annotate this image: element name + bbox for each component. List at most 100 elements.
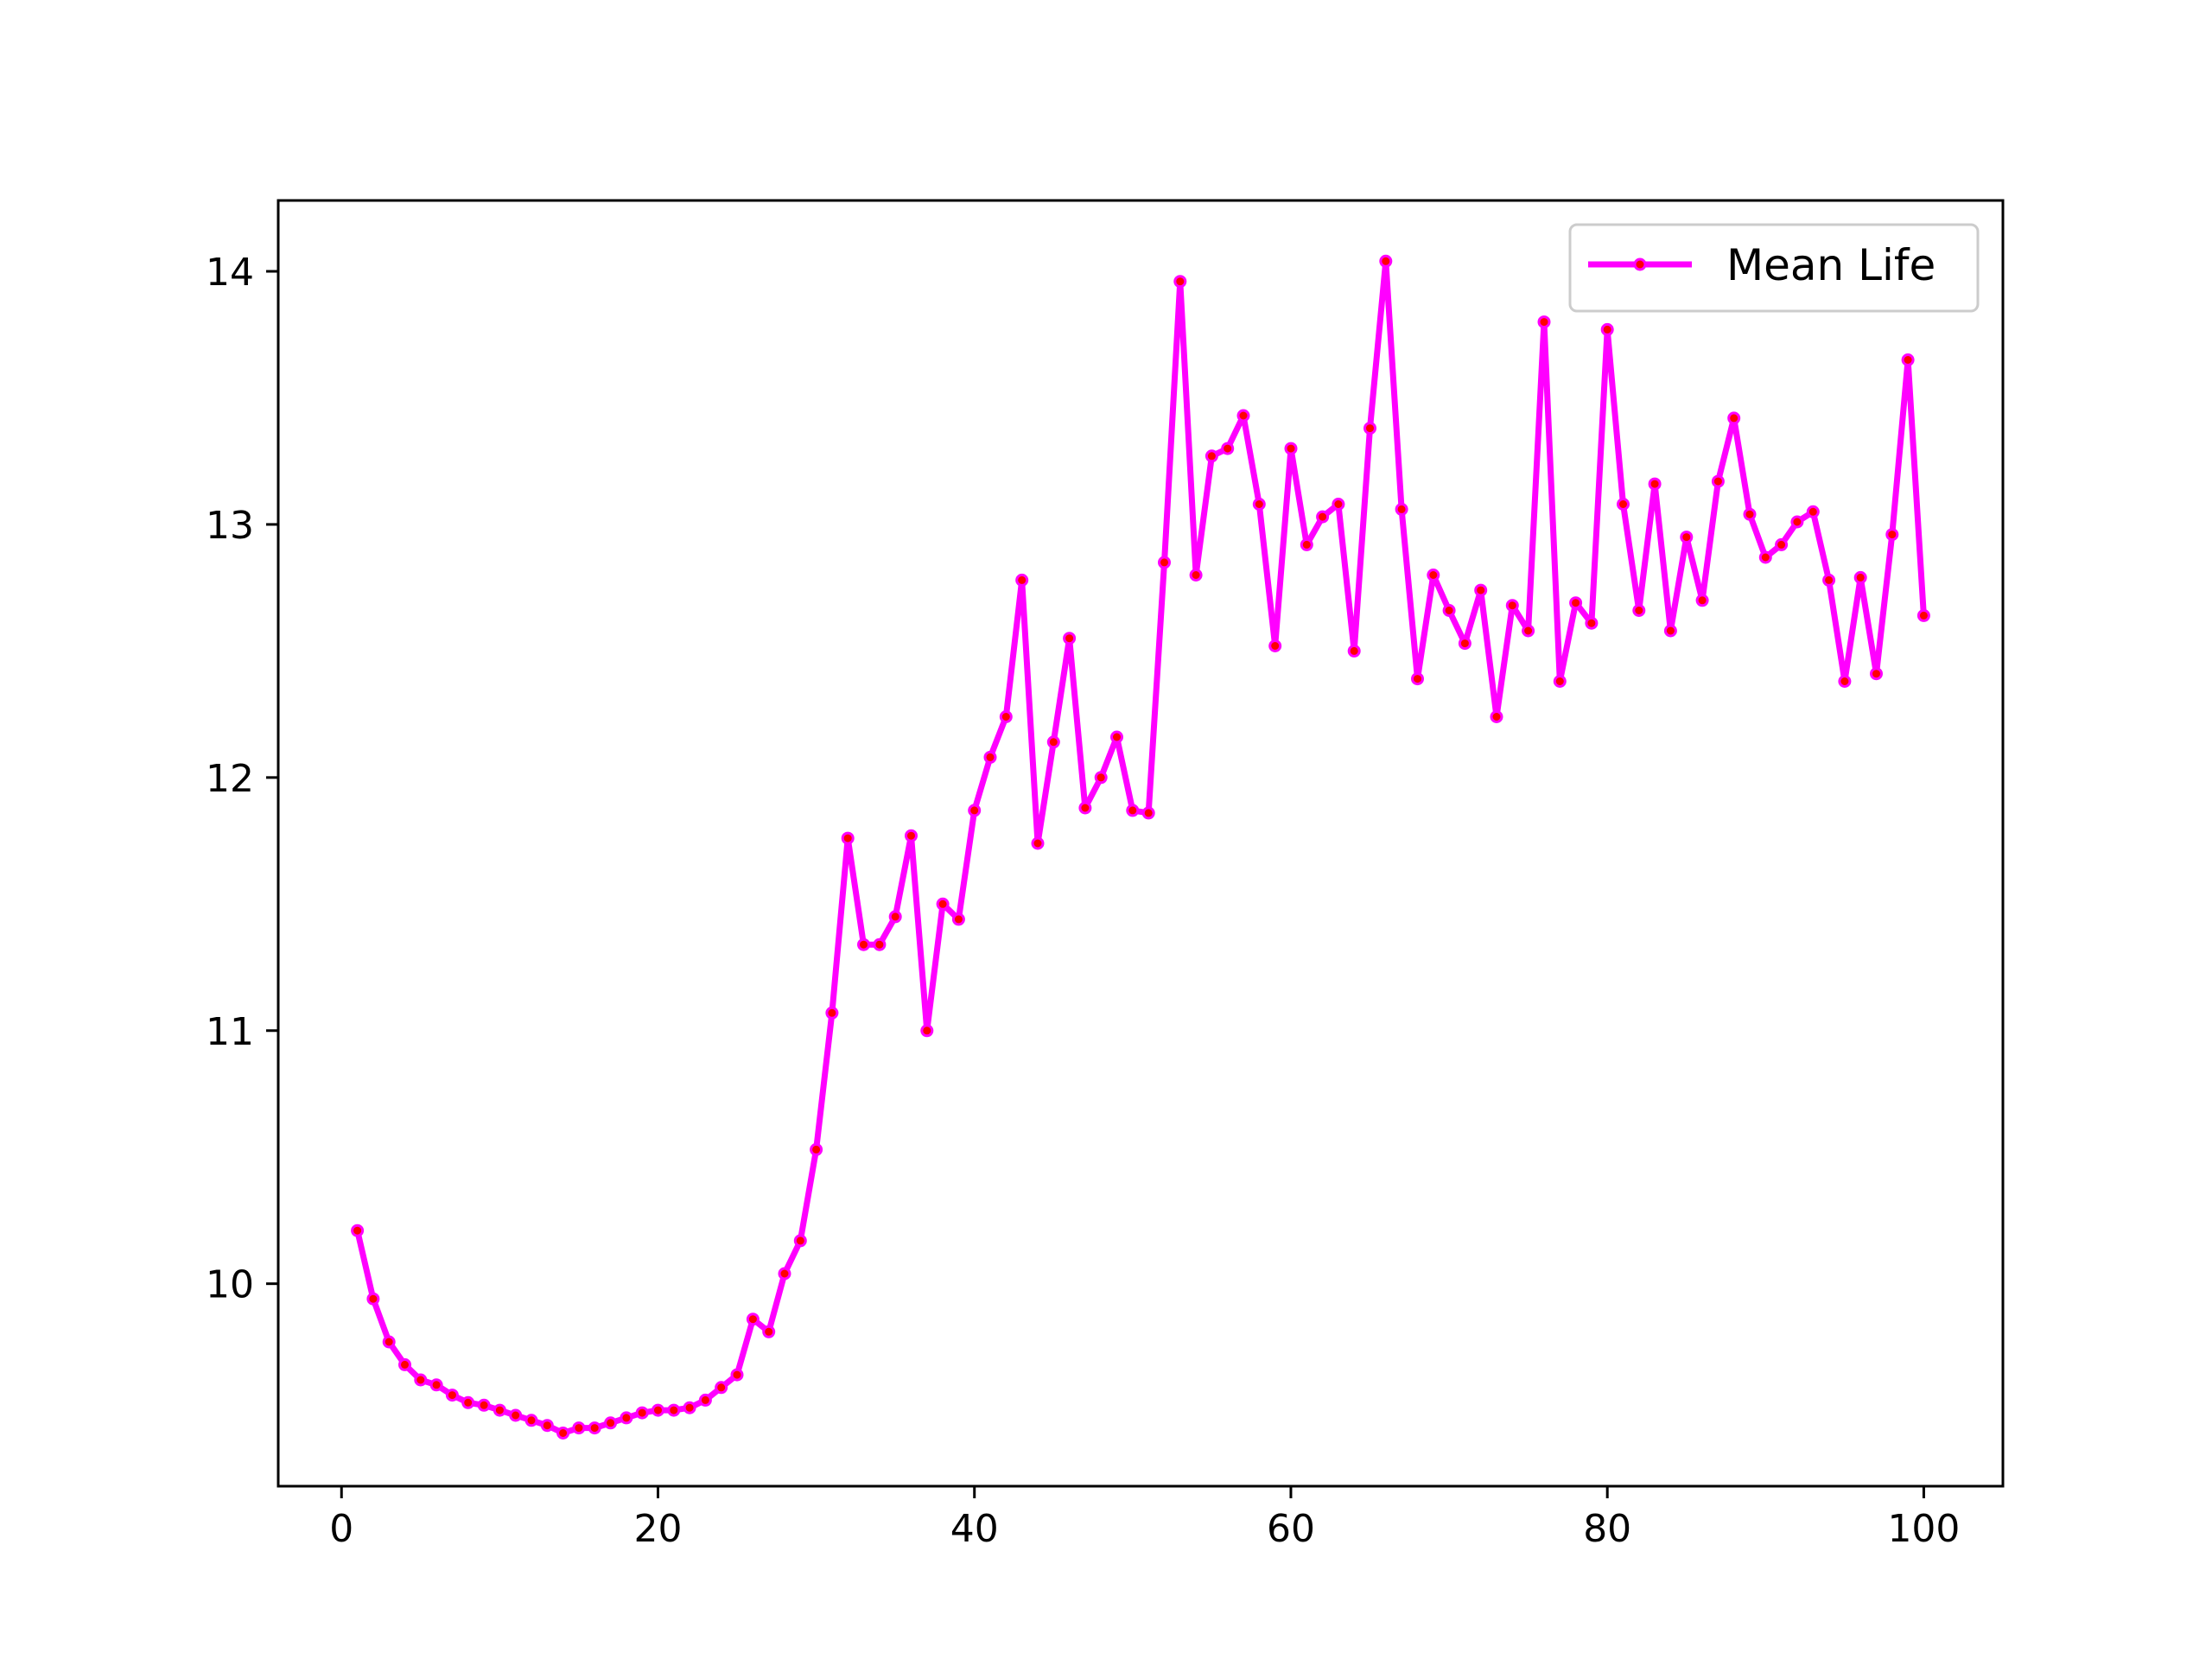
data-point	[524, 1414, 538, 1427]
data-point	[1885, 528, 1899, 542]
data-point	[1411, 672, 1424, 686]
data-point	[1126, 804, 1140, 817]
data-point	[825, 1006, 839, 1020]
data-point	[1537, 315, 1551, 329]
x-tick-label: 100	[1887, 1507, 1960, 1551]
data-point	[1490, 710, 1503, 723]
data-point	[1569, 596, 1583, 610]
data-point	[398, 1357, 411, 1371]
data-point	[445, 1389, 459, 1402]
data-point	[1252, 498, 1266, 511]
data-point	[652, 1403, 664, 1417]
data-point	[1617, 498, 1630, 511]
data-point	[1284, 442, 1298, 455]
data-point	[1427, 569, 1440, 582]
data-point	[429, 1378, 443, 1392]
data-point	[1790, 515, 1804, 529]
data-point	[1078, 801, 1092, 815]
data-point	[1158, 556, 1171, 569]
data-point	[841, 831, 855, 845]
data-point	[888, 910, 902, 924]
data-point	[983, 750, 997, 764]
data-point	[715, 1381, 728, 1395]
data-point	[635, 1406, 649, 1420]
data-point	[1363, 422, 1376, 435]
data-point	[1332, 498, 1345, 511]
data-point	[1585, 616, 1599, 630]
data-point	[920, 1024, 934, 1038]
data-point	[1316, 510, 1330, 524]
data-point	[461, 1395, 475, 1409]
x-tick-label: 20	[633, 1507, 682, 1551]
data-point	[1648, 477, 1662, 491]
data-point	[1775, 537, 1789, 551]
data-point	[1822, 573, 1836, 587]
y-tick-label: 10	[206, 1263, 254, 1307]
data-point	[730, 1368, 744, 1382]
data-point	[1031, 836, 1045, 850]
data-point	[873, 938, 887, 951]
data-point	[1870, 667, 1883, 681]
data-point	[1015, 573, 1029, 587]
data-point	[1268, 639, 1282, 652]
data-point	[667, 1403, 681, 1417]
data-point	[1442, 604, 1456, 617]
data-point	[951, 912, 965, 926]
data-point	[1474, 583, 1488, 597]
data-point	[1046, 735, 1060, 749]
data-point	[588, 1421, 601, 1435]
data-point	[1663, 624, 1677, 638]
data-point	[477, 1398, 491, 1412]
data-point	[1395, 502, 1408, 516]
data-point	[351, 1224, 365, 1237]
data-point	[746, 1313, 760, 1326]
data-point	[1189, 569, 1203, 582]
data-point	[683, 1401, 696, 1414]
data-point	[1711, 474, 1725, 488]
y-axis-ticks: 10 11 12 13 14	[206, 251, 278, 1307]
data-point	[414, 1373, 428, 1387]
data-point	[493, 1403, 506, 1417]
y-tick-label: 12	[206, 757, 254, 801]
data-point	[1632, 604, 1646, 617]
data-point	[999, 710, 1013, 723]
data-point	[1379, 254, 1393, 268]
data-point	[1347, 644, 1361, 658]
data-point	[1094, 771, 1108, 785]
data-point	[1600, 322, 1614, 336]
data-point	[1806, 505, 1820, 518]
data-point	[793, 1234, 807, 1248]
data-point	[1221, 442, 1235, 455]
x-tick-label: 40	[950, 1507, 999, 1551]
data-point	[572, 1421, 586, 1435]
data-point	[1758, 550, 1772, 564]
data-point	[1063, 632, 1077, 645]
x-axis-ticks: 0 20 40 60 80 100	[329, 1486, 1960, 1551]
data-point	[1916, 608, 1930, 622]
data-point	[1300, 537, 1313, 551]
data-point	[1743, 507, 1757, 521]
data-point	[1853, 570, 1867, 584]
legend-box	[1568, 223, 1980, 313]
y-tick-label: 11	[206, 1010, 254, 1054]
data-point	[556, 1427, 570, 1440]
legend: Mean Life	[1568, 223, 1980, 313]
data-point	[366, 1292, 380, 1306]
data-point	[698, 1393, 712, 1407]
y-tick-label: 14	[206, 251, 254, 295]
data-point	[1838, 675, 1852, 688]
data-point	[857, 938, 870, 951]
data-point	[1110, 730, 1123, 744]
x-tick-label: 60	[1267, 1507, 1315, 1551]
data-point	[1205, 449, 1218, 463]
axes-frame	[276, 199, 2005, 1488]
data-point	[1141, 806, 1155, 820]
series-line	[354, 257, 1927, 1436]
data-point	[1727, 411, 1741, 425]
data-point	[1901, 353, 1915, 366]
data-point	[762, 1325, 776, 1338]
data-point	[810, 1142, 823, 1156]
data-point	[1505, 599, 1519, 613]
x-tick-label: 80	[1583, 1507, 1631, 1551]
